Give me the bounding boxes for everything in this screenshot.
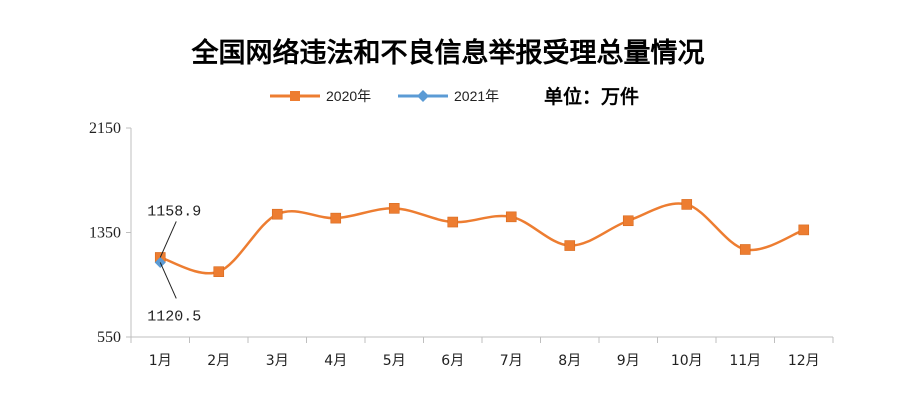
data-label: 1120.5 [147,308,201,325]
x-tick-label: 3月 [266,353,289,369]
data-point [388,203,400,214]
plot-area: 1158.9 1120.5 [147,199,810,325]
x-tick-label: 11月 [729,353,761,369]
unit-label: 单位：万件 [544,85,639,108]
series-line-0 [159,202,805,275]
legend-marker-2021 [417,90,429,102]
data-point [564,240,576,251]
y-tick-label: 550 [97,329,121,346]
data-label: 1158.9 [147,203,201,220]
legend: 2020年 2021年 单位：万件 [270,85,639,108]
data-label-leader [159,221,177,258]
x-tick-label: 5月 [383,353,406,369]
data-point [330,212,342,224]
legend-marker-2020 [290,91,300,101]
x-tick-label: 8月 [558,353,581,369]
data-point [213,266,225,277]
x-tick-label: 9月 [617,353,640,369]
x-tick-label: 12月 [788,353,820,369]
data-point [622,215,634,227]
y-tick-label: 2150 [89,120,121,137]
axes: 550 1350 2150 1月 2月 3月 4月 5月 6月 7月 8月 9月 10月 11月 12月 [89,120,834,369]
chart-title: 全国网络违法和不良信息举报受理总量情况 [191,37,705,69]
data-point [505,211,517,223]
x-tick-label: 1月 [149,353,172,369]
legend-label-2021: 2021年 [454,88,499,104]
data-label-leader [159,262,177,299]
data-point [271,208,283,220]
x-tick-label: 7月 [500,353,523,369]
x-tick-label: 2月 [207,353,230,369]
data-point [739,244,751,255]
x-tick-label: 6月 [441,353,464,369]
legend-label-2020: 2020年 [326,88,371,104]
data-point [681,199,693,210]
data-point [447,216,459,228]
data-point [798,224,810,236]
x-tick-label: 4月 [324,353,347,369]
y-tick-label: 1350 [89,225,121,242]
x-tick-label: 10月 [671,353,703,369]
